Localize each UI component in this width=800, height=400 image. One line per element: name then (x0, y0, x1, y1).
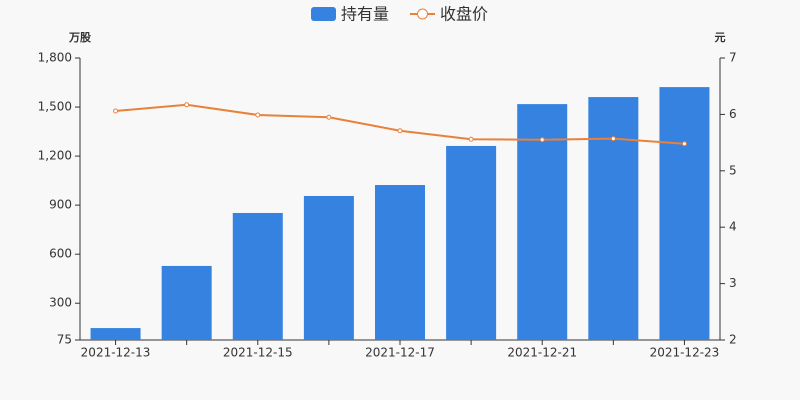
y-tick-label: 1,800 (38, 51, 72, 65)
y2-tick-label: 2 (729, 333, 737, 347)
y-tick-label: 1,500 (38, 100, 72, 114)
legend-label[interactable]: 收盘价 (440, 5, 488, 24)
x-tick-label: 2021-12-21 (507, 346, 577, 360)
x-tick-label: 2021-12-15 (223, 346, 293, 360)
y-tick-label: 600 (49, 247, 72, 261)
y2-tick-label: 3 (729, 276, 737, 290)
x-tick-label: 2021-12-17 (365, 346, 435, 360)
line-point (539, 137, 545, 143)
bar (659, 87, 710, 341)
y2-axis-label: 元 (715, 31, 726, 44)
line-point (610, 136, 616, 142)
line-point (184, 102, 190, 108)
bar (232, 212, 283, 340)
legend-swatch-dot[interactable] (417, 8, 428, 20)
line-point (397, 128, 403, 134)
line-point (326, 114, 332, 120)
legend-label[interactable]: 持有量 (341, 5, 389, 24)
y2-tick-label: 7 (729, 51, 737, 65)
x-tick-label: 2021-12-23 (650, 346, 720, 360)
line-point (681, 141, 687, 147)
y-axis-label: 万股 (68, 31, 92, 44)
y-tick-label: 1,200 (38, 149, 72, 163)
y2-tick-label: 5 (729, 163, 737, 177)
y-tick-label: 75 (57, 333, 72, 347)
bar (446, 145, 497, 340)
bar (588, 97, 639, 340)
bar (303, 195, 354, 340)
y2-tick-label: 6 (729, 107, 737, 121)
y2-tick-label: 4 (729, 220, 737, 234)
bar (161, 265, 212, 340)
y-tick-label: 900 (49, 198, 72, 212)
x-tick-label: 2021-12-13 (81, 346, 151, 360)
bar (90, 328, 141, 340)
line-point (255, 112, 261, 118)
y-tick-label: 300 (49, 296, 72, 310)
bar (375, 185, 425, 340)
line-point (113, 108, 119, 114)
bar (517, 104, 568, 341)
line-point (468, 136, 474, 142)
legend-swatch[interactable] (311, 7, 336, 21)
